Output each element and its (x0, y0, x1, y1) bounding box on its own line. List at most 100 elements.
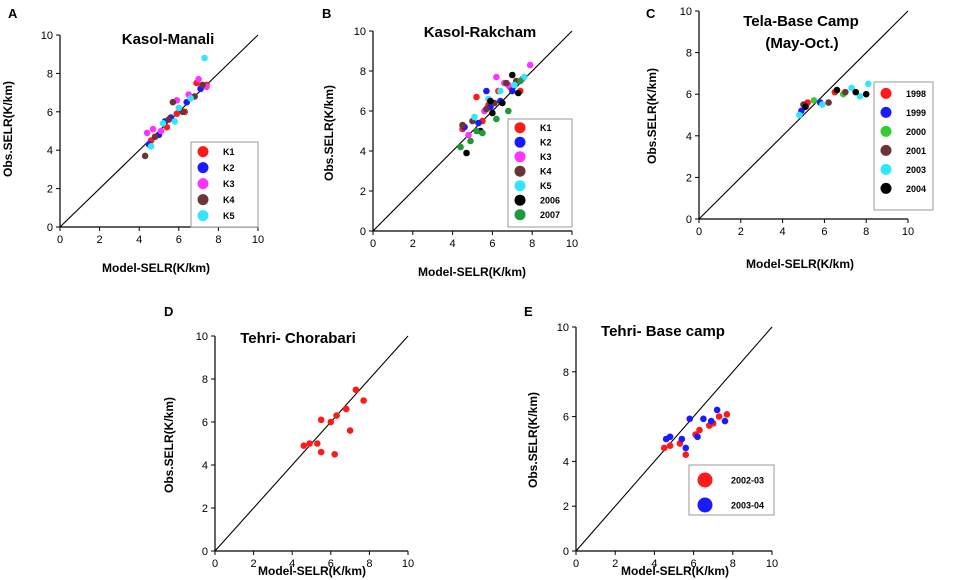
x-tick-label: 8 (730, 558, 736, 570)
x-tick-label: 6 (176, 234, 182, 246)
x-tick-label: 0 (57, 234, 63, 246)
panel-c: C Tela-Base Camp (May-Oct.) 0 2 4 6 8 10 0 2 4 6 8 10 O… (645, 6, 934, 271)
legend-label: K5 (223, 211, 235, 221)
data-point-2006 (463, 149, 470, 157)
legend-label: 2002-03 (731, 476, 764, 486)
data-point-k3 (143, 129, 151, 137)
data-point-2003 (819, 101, 826, 108)
y-tick-label: 0 (360, 226, 366, 238)
data-point-2003-04 (707, 417, 715, 425)
data-point-2003-04 (666, 433, 674, 441)
x-tick-label: 10 (902, 226, 914, 238)
legend-marker (880, 106, 892, 118)
y-tick-label: 0 (202, 546, 208, 558)
data-point-k2 (509, 87, 516, 95)
chart-title: Kasol-Manali (122, 31, 215, 48)
chart-title: Kasol-Rakcham (424, 24, 537, 41)
y-tick-label: 10 (557, 322, 569, 334)
y-tick-label: 10 (354, 26, 366, 38)
legend-marker (697, 497, 713, 513)
data-point-2006 (499, 99, 506, 107)
x-tick-label: 10 (402, 558, 414, 570)
data-point-2006 (514, 89, 522, 97)
data-point-k4 (459, 121, 466, 129)
legend-label: 2000 (906, 127, 926, 137)
x-tick-label: 2 (738, 226, 744, 238)
x-tick-label: 0 (212, 558, 218, 570)
chart-title: Tehri- Chorabari (240, 330, 356, 347)
x-tick-label: 2 (612, 558, 618, 570)
legend-marker (514, 165, 526, 177)
legend-label: K1 (223, 147, 235, 157)
x-tick-label: 8 (863, 226, 869, 238)
data-point-data (352, 386, 360, 394)
data-point-data (331, 450, 338, 458)
x-tick-label: 10 (566, 238, 578, 250)
chart-title: Tehri- Base camp (601, 323, 725, 340)
legend-label: 1998 (906, 89, 926, 99)
data-point-k4 (151, 133, 159, 141)
data-point-data (317, 416, 325, 424)
data-point-2003 (796, 111, 803, 119)
y-tick-label: 2 (202, 503, 208, 515)
x-axis-label: Model-SELR(K/km) (258, 564, 366, 578)
data-point-2007 (505, 107, 512, 115)
panel-letter: A (8, 6, 18, 21)
legend-marker (514, 151, 526, 163)
legend-marker (514, 122, 526, 134)
data-point-k4 (165, 116, 173, 123)
one-to-one-line (575, 326, 773, 552)
data-point-k3 (157, 127, 165, 135)
data-point-k3 (149, 125, 157, 133)
y-axis-label: Obs.SELR(K/km) (162, 397, 176, 493)
data-point-2006 (489, 109, 496, 117)
data-point-2003-04 (721, 417, 729, 425)
legend-marker (197, 178, 209, 190)
panel-letter: E (524, 304, 533, 319)
data-point-2002-03 (723, 411, 731, 418)
data-point-k4 (503, 79, 510, 87)
data-point-2003-04 (713, 406, 721, 414)
legend: 2002-03 2003-04 (688, 464, 775, 516)
x-tick-label: 8 (366, 558, 372, 570)
y-tick-label: 4 (686, 131, 692, 143)
data-point-2000 (810, 97, 818, 104)
data-point-2003 (856, 92, 864, 100)
legend-marker (514, 180, 526, 192)
data-point-2004 (802, 103, 809, 110)
legend-label: K2 (223, 163, 235, 173)
y-axis-label: Obs.SELR(K/km) (645, 68, 659, 164)
y-tick-label: 8 (686, 48, 692, 60)
y-tick-label: 4 (47, 145, 53, 157)
x-tick-label: 6 (821, 226, 827, 238)
y-tick-label: 8 (360, 66, 366, 78)
y-tick-label: 8 (563, 367, 569, 379)
x-axis-label: Model-SELR(K/km) (746, 257, 854, 271)
data-point-k5 (171, 118, 179, 125)
data-point-k4 (169, 98, 177, 106)
legend-marker (197, 194, 209, 206)
panel-b: B Kasol-Rakcham 0 2 4 6 8 10 0 2 4 6 8 10 Obs.SELR(K/k… (322, 6, 578, 279)
x-tick-label: 6 (691, 558, 697, 570)
x-tick-label: 8 (529, 238, 535, 250)
legend-label: K2 (540, 138, 552, 148)
x-tick-label: 10 (766, 558, 778, 570)
y-tick-label: 10 (196, 331, 208, 343)
data-point-2002-03 (715, 413, 723, 420)
y-tick-label: 0 (563, 546, 569, 558)
x-tick-label: 0 (573, 558, 579, 570)
data-point-2001 (825, 99, 832, 106)
legend-label: K4 (540, 167, 552, 177)
x-axis-label: Model-SELR(K/km) (418, 265, 526, 279)
data-point-2004 (862, 90, 870, 98)
legend-marker (880, 144, 892, 156)
legend-label: K3 (540, 152, 552, 162)
y-tick-label: 4 (563, 456, 569, 468)
data-point-2001 (842, 88, 849, 96)
data-point-k1 (473, 93, 480, 101)
data-point-data (333, 412, 340, 419)
y-tick-label: 4 (202, 460, 208, 472)
data-point-2003-04 (686, 415, 693, 423)
y-tick-label: 2 (360, 186, 366, 198)
y-tick-label: 8 (202, 374, 208, 386)
